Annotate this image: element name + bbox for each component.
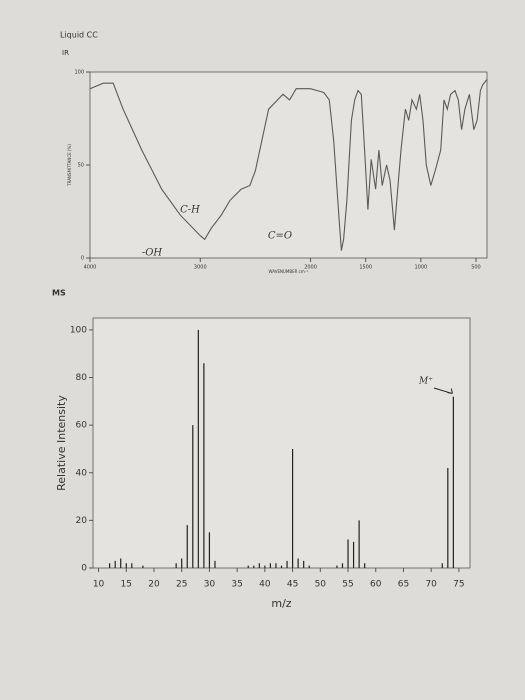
- x-tick-label: 3000: [194, 265, 207, 271]
- annotation: M⁺: [418, 377, 433, 387]
- x-tick-label: 75: [453, 580, 464, 590]
- y-tick-label: 60: [76, 421, 88, 431]
- x-tick-label: 40: [259, 580, 271, 590]
- plot-frame: [92, 317, 471, 569]
- x-tick-label: 2000: [304, 265, 317, 271]
- x-tick-label: 65: [398, 580, 409, 590]
- x-tick-label: 15: [121, 580, 132, 590]
- annotation: C=O: [268, 231, 292, 242]
- y-tick-label: 0: [81, 564, 87, 574]
- page-title: Liquid CC: [60, 31, 98, 40]
- x-tick-label: 60: [370, 580, 382, 590]
- y-tick-label: 0: [81, 256, 84, 262]
- x-axis-label: m/z: [271, 597, 291, 610]
- annotation: -OH: [142, 248, 163, 259]
- ir-trace: [89, 79, 488, 251]
- annotation: C-H: [180, 205, 200, 216]
- m-plus-arrow: [433, 387, 453, 395]
- y-tick-label: 100: [70, 325, 87, 335]
- y-axis-label: Relative Intensity: [55, 395, 68, 491]
- x-tick-label: 1500: [359, 265, 372, 271]
- x-axis-label: WAVENUMBER cm⁻¹: [269, 269, 309, 274]
- y-tick-label: 40: [76, 468, 88, 478]
- x-tick-label: 35: [231, 580, 242, 590]
- y-axis-label: TRANSMITTANCE (%): [67, 144, 72, 187]
- ms-title: MS: [52, 289, 66, 298]
- x-tick-label: 20: [148, 580, 160, 590]
- x-tick-label: 25: [176, 580, 187, 590]
- x-tick-label: 4000: [84, 265, 97, 271]
- y-tick-label: 80: [76, 373, 88, 383]
- x-tick-label: 500: [471, 265, 481, 271]
- x-tick-label: 70: [425, 580, 437, 590]
- x-tick-label: 50: [315, 580, 327, 590]
- y-tick-label: 20: [76, 516, 88, 526]
- x-tick-label: 55: [342, 580, 353, 590]
- ir-title: IR: [62, 49, 69, 57]
- x-tick-label: 1000: [414, 265, 427, 271]
- x-tick-label: 45: [287, 580, 298, 590]
- x-tick-label: 30: [204, 580, 216, 590]
- y-tick-label: 100: [74, 70, 84, 76]
- x-tick-label: 10: [93, 580, 105, 590]
- y-tick-label: 50: [78, 163, 84, 169]
